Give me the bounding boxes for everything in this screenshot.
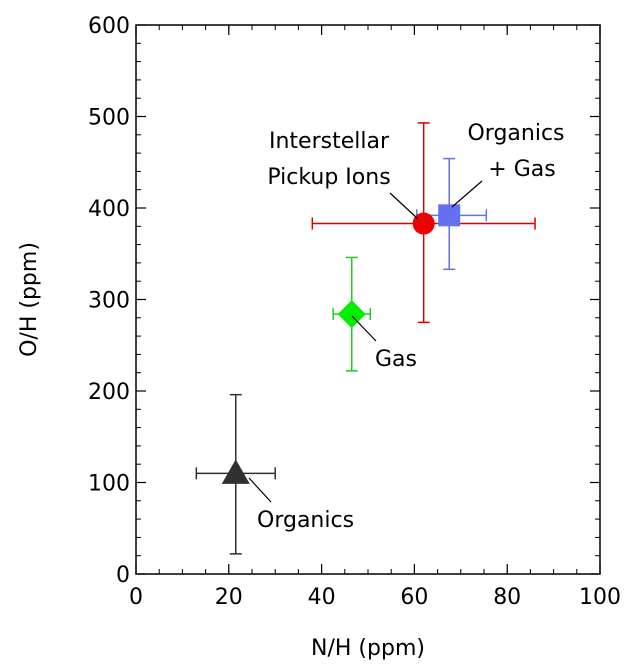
x-axis-label: N/H (ppm): [311, 636, 425, 661]
x-tick-label: 100: [579, 585, 621, 610]
point-label-organics: Organics: [257, 508, 354, 533]
point-label-gas: Gas: [375, 347, 417, 372]
leader-line-organics: [248, 477, 272, 503]
marker-organics-gas: [438, 204, 461, 227]
y-axis-label: O/H (ppm): [17, 242, 42, 357]
point-label-organics-gas: Organics: [467, 121, 564, 146]
point-label-pickup-ions: Interstellar: [269, 129, 390, 154]
plot-frame: [135, 24, 601, 575]
point-label-organics-gas: + Gas: [488, 157, 555, 182]
data-markers: [221, 204, 461, 484]
marker-gas: [337, 300, 366, 329]
y-tick-label: 0: [116, 563, 130, 588]
x-tick-label: 40: [308, 585, 336, 610]
x-tick-label: 80: [493, 585, 521, 610]
point-label-pickup-ions: Pickup Ions: [267, 165, 390, 190]
y-tick-label: 600: [88, 14, 130, 39]
tick-labels: 0 20 40 60 80 100 0 100 200 300 400 500 600: [88, 14, 621, 610]
y-tick-label: 500: [88, 106, 130, 131]
leader-lines: [248, 180, 483, 503]
y-tick-label: 100: [88, 472, 130, 497]
y-tick-label: 400: [88, 197, 130, 222]
y-tick-label: 200: [88, 380, 130, 405]
axis-ticks: [135, 24, 601, 575]
x-tick-label: 60: [400, 585, 428, 610]
leader-line-organics-gas: [451, 180, 483, 208]
x-tick-label: 0: [129, 585, 143, 610]
marker-organics: [221, 459, 250, 484]
leader-line-pickup-ions: [389, 192, 419, 220]
marker-pickup-ions: [412, 212, 435, 235]
leader-line-gas: [351, 315, 377, 342]
point-labels: Organics Gas Interstellar Pickup Ions Organi…: [257, 121, 565, 533]
x-tick-label: 20: [215, 585, 243, 610]
y-tick-label: 300: [88, 289, 130, 314]
